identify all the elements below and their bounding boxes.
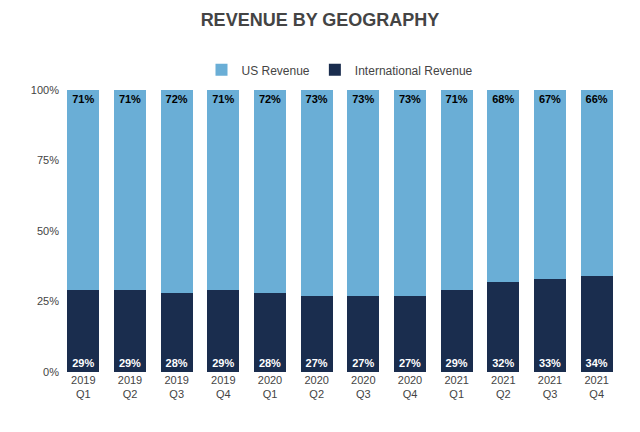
svg-text:71%: 71% — [72, 93, 94, 105]
svg-text:72%: 72% — [166, 93, 188, 105]
svg-text:73%: 73% — [399, 93, 421, 105]
svg-text:71%: 71% — [119, 93, 141, 105]
svg-text:2019Q3: 2019Q3 — [164, 374, 188, 400]
svg-text:27%: 27% — [399, 357, 421, 369]
svg-text:2019Q4: 2019Q4 — [211, 374, 235, 400]
svg-text:2020Q2: 2020Q2 — [304, 374, 328, 400]
svg-text:25%: 25% — [37, 295, 59, 307]
svg-text:2021Q4: 2021Q4 — [584, 374, 608, 400]
svg-text:100%: 100% — [31, 84, 59, 96]
svg-text:34%: 34% — [586, 357, 608, 369]
svg-text:2020Q4: 2020Q4 — [398, 374, 422, 400]
svg-text:REVENUE BY GEOGRAPHY: REVENUE BY GEOGRAPHY — [201, 10, 440, 30]
svg-text:33%: 33% — [539, 357, 561, 369]
svg-text:71%: 71% — [446, 93, 468, 105]
svg-text:68%: 68% — [492, 93, 514, 105]
svg-text:2020Q3: 2020Q3 — [351, 374, 375, 400]
svg-text:2021Q1: 2021Q1 — [444, 374, 468, 400]
svg-text:2021Q2: 2021Q2 — [491, 374, 515, 400]
svg-text:28%: 28% — [166, 357, 188, 369]
svg-text:2021Q3: 2021Q3 — [538, 374, 562, 400]
svg-text:28%: 28% — [259, 357, 281, 369]
svg-text:29%: 29% — [212, 357, 234, 369]
svg-text:75%: 75% — [37, 154, 59, 166]
svg-text:2019Q2: 2019Q2 — [118, 374, 142, 400]
svg-text:2019Q1: 2019Q1 — [71, 374, 95, 400]
svg-text:66%: 66% — [586, 93, 608, 105]
svg-text:US Revenue: US Revenue — [242, 64, 310, 78]
svg-text:73%: 73% — [352, 93, 374, 105]
svg-text:2020Q1: 2020Q1 — [258, 374, 282, 400]
svg-text:0%: 0% — [43, 366, 59, 378]
svg-text:International Revenue: International Revenue — [355, 64, 473, 78]
svg-text:27%: 27% — [306, 357, 328, 369]
svg-text:29%: 29% — [119, 357, 141, 369]
svg-text:50%: 50% — [37, 225, 59, 237]
svg-text:29%: 29% — [72, 357, 94, 369]
svg-text:72%: 72% — [259, 93, 281, 105]
svg-text:71%: 71% — [212, 93, 234, 105]
svg-text:27%: 27% — [352, 357, 374, 369]
svg-text:29%: 29% — [446, 357, 468, 369]
svg-text:73%: 73% — [306, 93, 328, 105]
svg-text:32%: 32% — [492, 357, 514, 369]
svg-text:67%: 67% — [539, 93, 561, 105]
